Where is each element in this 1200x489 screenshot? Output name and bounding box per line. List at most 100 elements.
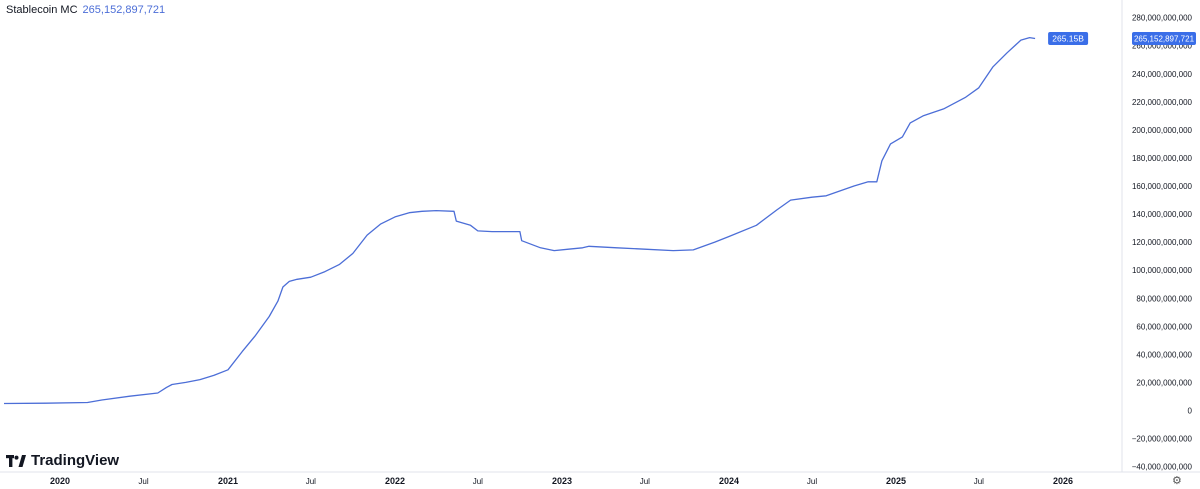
data-point [992,65,995,68]
y-tick-label: 20,000,000,000 [1136,378,1192,387]
x-tick-label: 2025 [886,476,906,486]
data-point [491,230,494,233]
y-tick-label: −20,000,000,000 [1132,435,1193,444]
price-badge-bg [1132,31,1196,45]
y-tick-label: 280,000,000,000 [1132,14,1193,23]
x-tick-label: 2020 [50,476,70,486]
tradingview-logo-icon [6,454,26,467]
data-point [351,252,354,255]
data-point [643,248,646,251]
x-tick-label: Jul [807,477,817,486]
data-point [3,402,6,405]
x-tick-label: Jul [306,477,316,486]
data-point [476,229,479,232]
data-point [775,208,778,211]
data-point [1034,37,1037,40]
data-point [435,209,438,212]
data-point [184,381,187,384]
x-tick-label: 2024 [719,476,739,486]
x-tick-label: Jul [138,477,148,486]
data-point [171,383,174,386]
data-point [156,392,159,395]
y-tick-label: 260,000,000,000 [1132,42,1193,51]
data-point [100,399,103,402]
tradingview-logo[interactable]: TradingView [6,452,119,469]
x-tick-label: Jul [473,477,483,486]
legend: Stablecoin MC 265,152,897,721 [6,4,165,16]
data-point [518,230,521,233]
data-point [588,245,591,248]
data-point [296,278,299,281]
data-point [539,246,542,249]
data-point [165,386,168,389]
data-point [227,368,230,371]
x-tick-label: 2023 [552,476,572,486]
data-point [567,248,570,251]
y-tick-label: 0 [1188,407,1193,416]
data-point [1019,39,1022,42]
data-point [789,199,792,202]
y-tick-label: 80,000,000,000 [1136,294,1192,303]
data-point [922,114,925,117]
data-point [324,270,327,273]
data-point [288,280,291,283]
x-tick-label: Jul [640,477,650,486]
data-point [755,224,758,227]
data-point [505,230,508,233]
data-point [942,107,945,110]
x-tick-label: 2021 [218,476,238,486]
y-tick-label: 120,000,000,000 [1132,238,1193,247]
data-point [128,395,131,398]
x-tick-label: 2022 [385,476,405,486]
data-point [909,121,912,124]
data-point [880,159,883,162]
data-point [581,246,584,249]
data-point [901,135,904,138]
tradingview-logo-text: TradingView [31,452,120,469]
y-tick-label: 60,000,000,000 [1136,322,1192,331]
data-point [867,180,870,183]
data-point [1028,36,1031,39]
y-tick-label: 160,000,000,000 [1132,182,1193,191]
data-point [713,241,716,244]
data-point [520,239,523,242]
data-point [889,142,892,145]
data-point [366,234,369,237]
data-point [453,210,456,213]
x-tick-label: 2026 [1053,476,1073,486]
settings-gear-icon[interactable]: ⚙ [1172,475,1182,487]
data-point [421,210,424,213]
data-point [553,249,556,252]
data-point [408,211,411,214]
data-point [241,350,244,353]
data-point [338,263,341,266]
data-point [692,248,695,251]
data-point [86,401,89,404]
data-point [825,194,828,197]
y-tick-label: 220,000,000,000 [1132,98,1193,107]
data-point [212,374,215,377]
data-point [379,222,382,225]
y-tick-label: 180,000,000,000 [1132,154,1193,163]
x-tick-label: Jul [974,477,984,486]
y-tick-label: 40,000,000,000 [1136,350,1192,359]
data-point [469,224,472,227]
price-badge: 265,152,897,721 [1134,35,1195,44]
y-tick-label: 100,000,000,000 [1132,266,1193,275]
data-point [977,86,980,89]
data-point [875,180,878,183]
data-point [728,235,731,238]
series-line-stablecoin-mc[interactable] [3,36,1036,405]
data-point [44,402,47,405]
data-point [672,249,675,252]
last-value-label: 265.15B [1052,34,1084,44]
data-point [276,300,279,303]
y-tick-label: 240,000,000,000 [1132,70,1193,79]
data-point [964,96,967,99]
data-point [281,286,284,289]
last-value-label-bg [1048,31,1089,45]
data-point [455,220,458,223]
data-point [615,246,618,249]
legend-value: 265,152,897,721 [82,4,166,16]
